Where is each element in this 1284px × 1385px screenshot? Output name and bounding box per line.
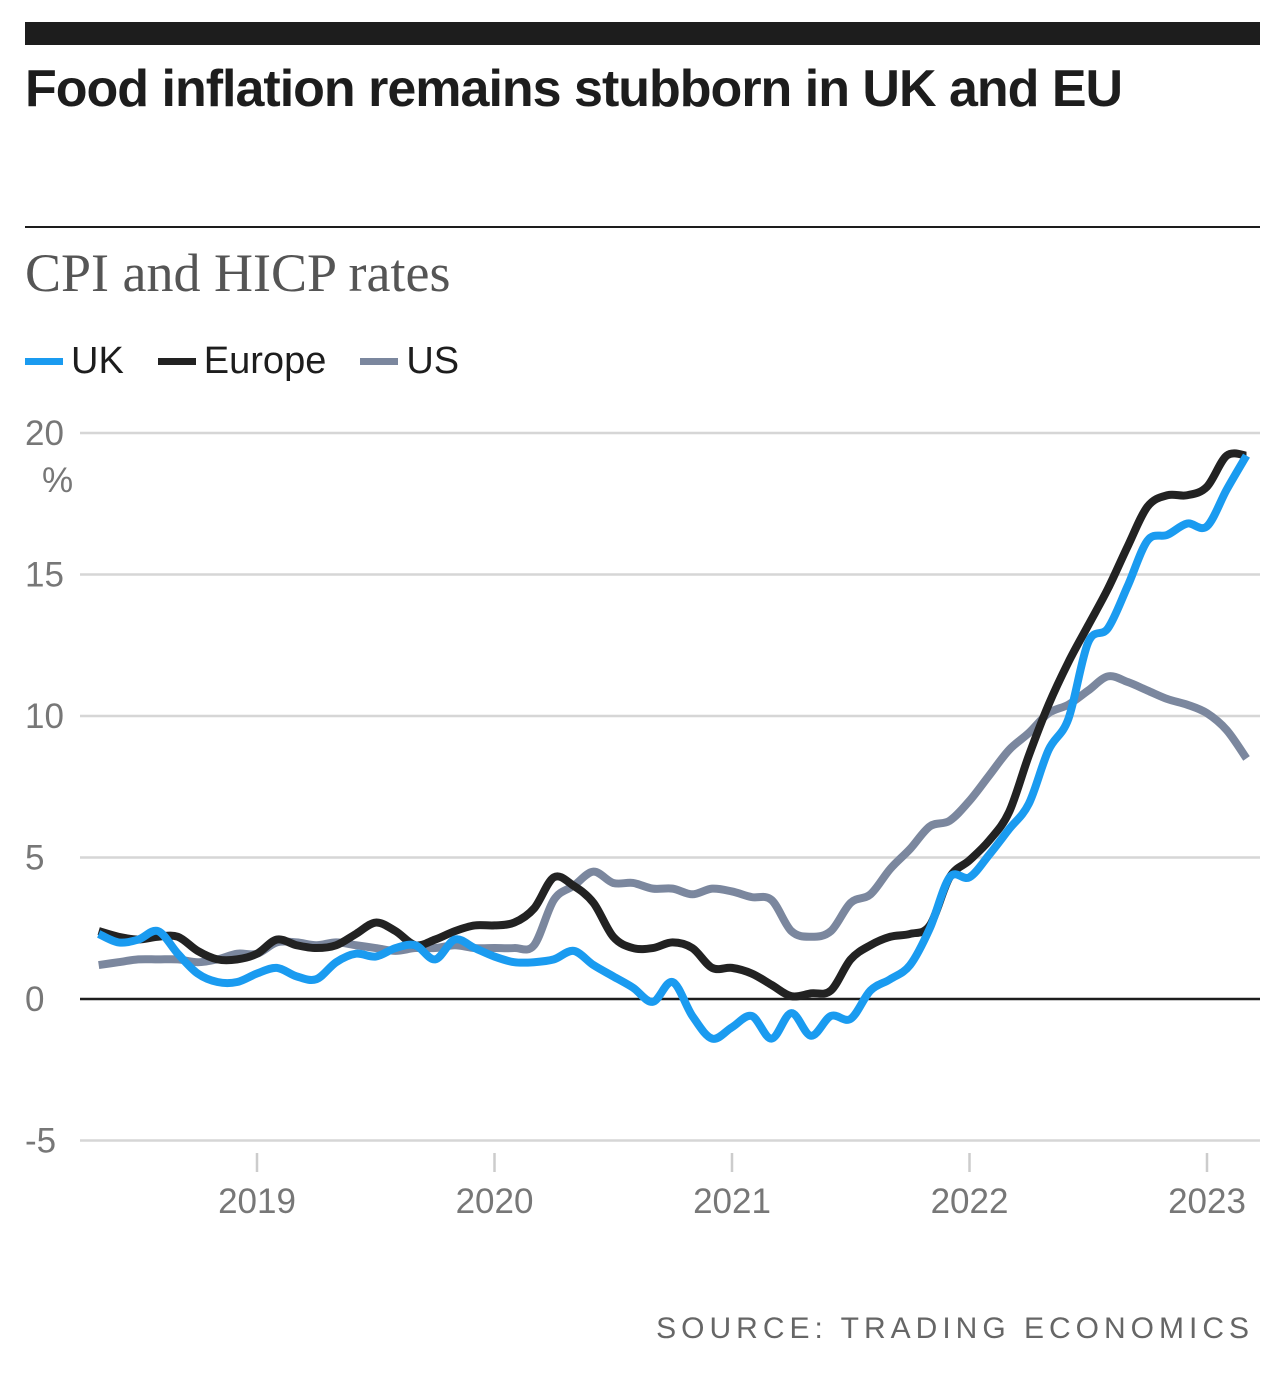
series-line-uk <box>96 453 1250 1043</box>
legend-item-us: US <box>360 340 459 383</box>
y-tick-label: 5 <box>25 839 44 878</box>
chart-subtitle: CPI and HICP rates <box>25 243 451 303</box>
y-tick-label: -5 <box>25 1122 56 1161</box>
y-tick-label: 15 <box>25 556 64 595</box>
legend-item-uk: UK <box>25 340 124 383</box>
legend-label-uk: UK <box>71 340 124 382</box>
legend: UK Europe US <box>25 340 459 383</box>
x-tick-label: 2021 <box>693 1182 771 1221</box>
x-tick-label: 2023 <box>1168 1182 1246 1221</box>
source-note: SOURCE: TRADING ECONOMICS <box>656 1312 1254 1345</box>
series-line-europe <box>97 449 1248 1001</box>
y-tick-label: 20 <box>25 414 64 453</box>
series-line-us <box>98 672 1250 969</box>
legend-swatch-us <box>360 358 399 365</box>
legend-swatch-uk <box>25 358 63 365</box>
top-bar <box>25 22 1260 45</box>
y-unit-label: % <box>42 461 73 500</box>
chart-title: Food inflation remains stubborn in UK an… <box>25 60 1123 118</box>
legend-label-us: US <box>406 340 460 382</box>
x-tick-label: 2022 <box>931 1182 1009 1221</box>
legend-item-europe: Europe <box>157 340 327 383</box>
x-tick-label: 2019 <box>218 1182 296 1221</box>
y-tick-label: 0 <box>25 980 44 1019</box>
legend-label-europe: Europe <box>203 340 327 382</box>
legend-swatch-europe <box>157 358 196 365</box>
x-tick-label: 2020 <box>456 1182 534 1221</box>
divider <box>25 226 1260 228</box>
y-tick-label: 10 <box>25 697 64 736</box>
